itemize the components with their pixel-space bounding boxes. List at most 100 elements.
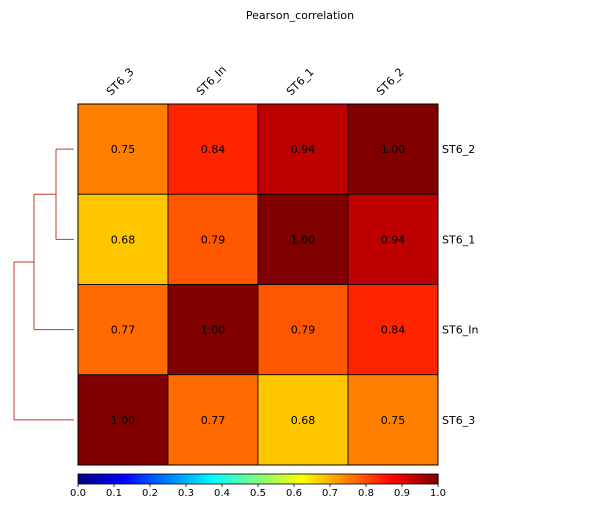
column-label: ST6_In xyxy=(194,63,229,98)
heatmap-cell xyxy=(167,374,259,466)
colorbar-segment xyxy=(336,474,339,484)
colorbar-segment xyxy=(122,474,125,484)
row-labels: ST6_2 ST6_1 ST6_In ST6_3 xyxy=(442,143,478,427)
colorbar-segment xyxy=(272,474,275,484)
colorbar-segment xyxy=(84,474,87,484)
cell-value-label: 1.00 xyxy=(291,233,316,246)
colorbar-segment xyxy=(288,474,291,484)
cell-value-label: 0.75 xyxy=(381,414,406,427)
cell-value-label: 0.79 xyxy=(201,233,226,246)
colorbar-segment xyxy=(326,474,329,484)
colorbar-segment xyxy=(378,474,381,484)
colorbar-segment xyxy=(144,474,147,484)
colorbar-segment xyxy=(194,474,197,484)
colorbar-tick-label: 0.3 xyxy=(178,488,194,499)
colorbar: 0.0 0.1 0.2 0.3 0.4 0.5 0.6 0.7 0.8 0.9 1.0 xyxy=(70,473,446,499)
row-label: ST6_1 xyxy=(442,233,475,246)
colorbar-segment xyxy=(298,474,301,484)
column-label: ST6_2 xyxy=(374,65,407,98)
colorbar-segment xyxy=(292,474,295,484)
colorbar-segment xyxy=(250,474,253,484)
cell-value-label: 1.00 xyxy=(381,143,406,156)
colorbar-segment xyxy=(414,474,417,484)
colorbar-segment xyxy=(404,474,407,484)
colorbar-segment xyxy=(210,474,213,484)
colorbar-segment xyxy=(328,474,331,484)
colorbar-segment xyxy=(396,474,399,484)
colorbar-segment xyxy=(390,474,393,484)
colorbar-segment xyxy=(318,474,321,484)
colorbar-segment xyxy=(82,474,85,484)
colorbar-segment xyxy=(88,474,91,484)
colorbar-segment xyxy=(392,474,395,484)
colorbar-segment xyxy=(196,474,199,484)
colorbar-segment xyxy=(110,474,113,484)
colorbar-segment xyxy=(218,474,221,484)
heatmap-cell xyxy=(167,193,259,285)
colorbar-tick-label: 1.0 xyxy=(430,488,446,499)
colorbar-segment xyxy=(372,474,375,484)
colorbar-segment xyxy=(258,474,261,484)
colorbar-segment xyxy=(190,474,193,484)
colorbar-segment xyxy=(134,474,137,484)
colorbar-segment xyxy=(434,474,437,484)
colorbar-segment xyxy=(150,474,153,484)
colorbar-segment xyxy=(302,474,305,484)
colorbar-segment xyxy=(340,474,343,484)
colorbar-segment xyxy=(290,474,293,484)
colorbar-segment xyxy=(184,474,187,484)
colorbar-segment xyxy=(316,474,319,484)
heatmap-cell xyxy=(347,103,439,195)
cell-value-label: 0.94 xyxy=(381,233,406,246)
colorbar-segment xyxy=(160,474,163,484)
colorbar-segment xyxy=(124,474,127,484)
colorbar-segment xyxy=(188,474,191,484)
colorbar-segment xyxy=(422,474,425,484)
colorbar-segment xyxy=(136,474,139,484)
colorbar-segment xyxy=(338,474,341,484)
colorbar-segment xyxy=(140,474,143,484)
colorbar-segment xyxy=(380,474,383,484)
colorbar-segment xyxy=(388,474,391,484)
colorbar-segment xyxy=(344,474,347,484)
colorbar-segment xyxy=(260,474,263,484)
cell-value-label: 0.94 xyxy=(291,143,316,156)
cell-value-label: 0.68 xyxy=(111,233,136,246)
colorbar-segment xyxy=(286,474,289,484)
colorbar-segment xyxy=(178,474,181,484)
colorbar-tick-label: 0.8 xyxy=(358,488,374,499)
colorbar-segment xyxy=(306,474,309,484)
colorbar-segment xyxy=(430,474,433,484)
colorbar-tick-label: 0.2 xyxy=(142,488,158,499)
colorbar-segment xyxy=(354,474,357,484)
colorbar-segment xyxy=(416,474,419,484)
colorbar-segment xyxy=(412,474,415,484)
colorbar-segment xyxy=(202,474,205,484)
row-label: ST6_In xyxy=(442,324,478,337)
colorbar-segment xyxy=(436,474,439,484)
colorbar-segment xyxy=(418,474,421,484)
colorbar-segment xyxy=(214,474,217,484)
colorbar-tick-label: 0.7 xyxy=(322,488,338,499)
colorbar-segment xyxy=(284,474,287,484)
colorbar-segment xyxy=(96,474,99,484)
cell-value-label: 0.79 xyxy=(291,324,316,337)
colorbar-segment xyxy=(366,474,369,484)
colorbar-segment xyxy=(254,474,257,484)
colorbar-segment xyxy=(428,474,431,484)
colorbar-segment xyxy=(198,474,201,484)
colorbar-segment xyxy=(370,474,373,484)
colorbar-segment xyxy=(152,474,155,484)
colorbar-segment xyxy=(94,474,97,484)
colorbar-segment xyxy=(386,474,389,484)
colorbar-segment xyxy=(432,474,435,484)
colorbar-segment xyxy=(174,474,177,484)
colorbar-segment xyxy=(266,474,269,484)
colorbar-segment xyxy=(138,474,141,484)
colorbar-segment xyxy=(80,474,83,484)
colorbar-segment xyxy=(130,474,133,484)
heatmap-cell xyxy=(347,284,439,376)
colorbar-segment xyxy=(358,474,361,484)
colorbar-segment xyxy=(108,474,111,484)
colorbar-segment xyxy=(172,474,175,484)
